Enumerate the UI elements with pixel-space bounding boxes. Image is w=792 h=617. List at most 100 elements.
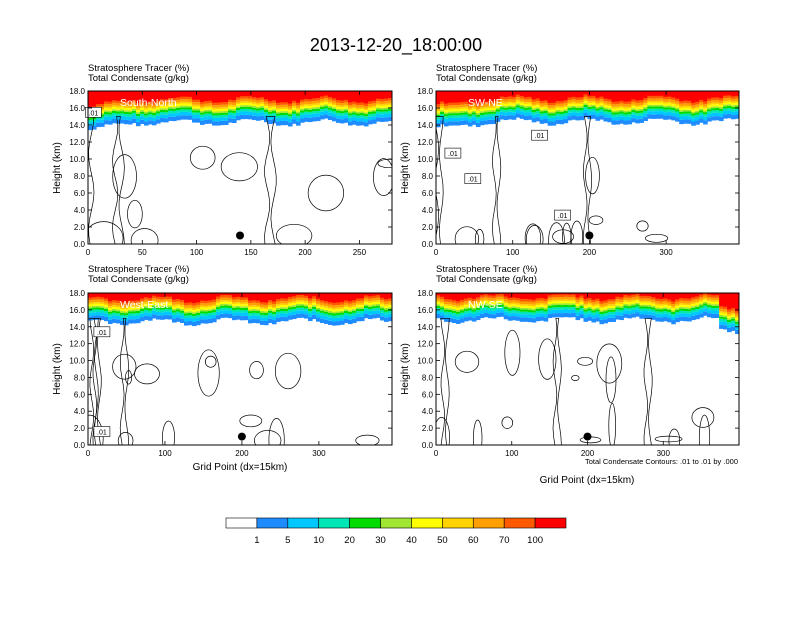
- tracer-cell: [607, 112, 613, 115]
- tracer-cell: [104, 293, 109, 299]
- tracer-cell: [479, 301, 485, 305]
- tracer-cell: [120, 105, 125, 108]
- tracer-cell: [320, 105, 325, 108]
- tracer-cell: [296, 313, 301, 318]
- tracer-cell: [252, 306, 257, 310]
- tracer-cell: [292, 109, 297, 112]
- tracer-cell: [439, 303, 445, 306]
- tracer-cell: [272, 107, 277, 110]
- tracer-cell: [475, 114, 481, 117]
- tracer-cell: [180, 306, 185, 310]
- tracer-cell: [352, 302, 357, 306]
- tracer-cell: [128, 307, 133, 310]
- y-tick-label: 16.0: [69, 306, 85, 315]
- tracer-cell: [467, 312, 473, 317]
- tracer-cell: [535, 313, 541, 317]
- tracer-cell: [527, 95, 533, 100]
- tracer-cell: [715, 108, 720, 111]
- y-axis-label: Height (km): [400, 343, 411, 395]
- tracer-cell: [555, 293, 561, 298]
- tracer-cell: [200, 104, 205, 108]
- tracer-cell: [599, 303, 605, 307]
- tracer-cell: [491, 99, 497, 104]
- tracer-cell: [228, 304, 233, 306]
- tracer-cell: [591, 308, 597, 311]
- tracer-cell: [376, 117, 381, 122]
- tracer-cell: [511, 103, 517, 106]
- tracer-cell: [160, 302, 165, 304]
- tracer-cell: [264, 312, 269, 316]
- tracer-cell: [324, 102, 329, 105]
- tracer-cell: [639, 99, 644, 103]
- condensate-contour: [88, 221, 124, 244]
- tracer-cell: [212, 115, 217, 118]
- tracer-cell: [715, 313, 720, 319]
- tracer-cell: [188, 115, 193, 120]
- tracer-cell: [232, 98, 237, 103]
- tracer-cell: [679, 99, 684, 104]
- tracer-cell: [128, 299, 133, 304]
- tracer-cell: [635, 304, 640, 307]
- condensate-contour: [588, 215, 604, 225]
- tracer-cell: [140, 293, 145, 299]
- tracer-cell: [328, 314, 333, 318]
- tracer-cell: [599, 109, 605, 112]
- tracer-cell: [551, 307, 557, 310]
- x-tick-label: 200: [298, 248, 312, 257]
- tracer-cell: [284, 303, 289, 306]
- condensate-contour: [538, 338, 557, 380]
- tracer-cell: [248, 305, 253, 308]
- y-tick-label: 0.0: [74, 240, 86, 249]
- tracer-cell: [380, 114, 385, 118]
- y-tick-label: 2.0: [74, 223, 86, 232]
- tracer-cell: [527, 112, 533, 116]
- tracer-cell: [260, 301, 265, 305]
- tracer-cell: [495, 303, 501, 305]
- tracer-cell: [699, 297, 704, 300]
- tracer-cell: [603, 307, 609, 310]
- tracer-cell: [272, 300, 277, 304]
- tracer-cell: [340, 115, 345, 120]
- tracer-cell: [503, 307, 509, 310]
- tracer-cell: [447, 109, 453, 112]
- tracer-cell: [312, 91, 317, 99]
- tracer-cell: [240, 310, 245, 313]
- tracer-cell: [475, 106, 481, 110]
- tracer-cell: [388, 104, 392, 107]
- tracer-cell: [88, 119, 93, 123]
- y-axis-label: Height (km): [400, 142, 411, 194]
- tracer-cell: [707, 301, 712, 304]
- tracer-cell: [168, 116, 173, 121]
- tracer-cell: [208, 318, 213, 324]
- tracer-cell: [220, 293, 225, 296]
- tracer-cell: [220, 91, 225, 103]
- condensate-contour: [492, 116, 502, 244]
- tracer-cell: [735, 108, 739, 112]
- tracer-cell: [463, 309, 469, 312]
- tracer-cell: [467, 310, 473, 313]
- tracer-cell: [120, 307, 125, 309]
- tracer-cell: [455, 293, 461, 302]
- tracer-cell: [148, 308, 153, 311]
- tracer-cell: [491, 91, 497, 102]
- tracer-cell: [116, 100, 121, 104]
- tracer-cell: [276, 111, 281, 114]
- tracer-cell: [519, 293, 525, 300]
- tracer-cell: [499, 103, 505, 106]
- tracer-cell: [563, 99, 569, 103]
- tracer-cell: [531, 314, 537, 319]
- tracer-cell: [276, 118, 281, 122]
- tracer-cell: [543, 91, 549, 101]
- tracer-cell: [575, 302, 581, 305]
- tracer-cell: [284, 111, 289, 113]
- tracer-cell: [384, 96, 389, 102]
- tracer-cell: [292, 113, 297, 117]
- tracer-cell: [443, 114, 449, 117]
- tracer-cell: [348, 300, 353, 304]
- tracer-cell: [455, 113, 461, 116]
- tracer-cell: [487, 310, 493, 314]
- tracer-cell: [212, 304, 217, 307]
- tracer-cell: [495, 312, 501, 318]
- tracer-cell: [344, 91, 349, 100]
- tracer-cell: [583, 92, 589, 97]
